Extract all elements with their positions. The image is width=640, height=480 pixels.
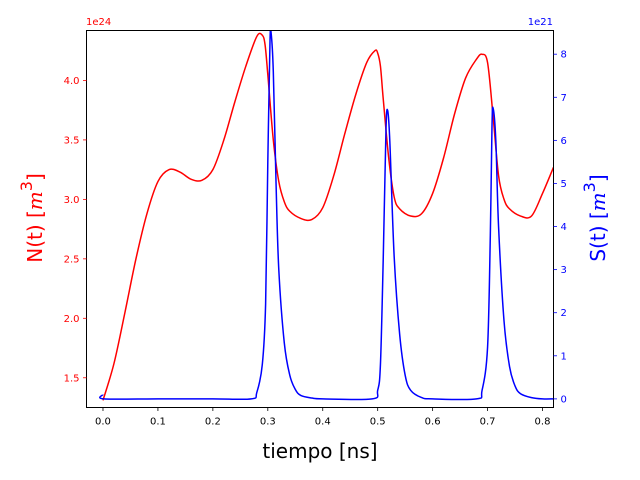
x-tick-label: 0.2	[205, 417, 221, 428]
x-tick-label: 0.3	[260, 417, 276, 428]
x-tick-label: 0.1	[150, 417, 166, 428]
right-tick-label: 0	[561, 394, 567, 405]
right-tick-label: 4	[561, 222, 567, 233]
left-axis-label-unit: m	[23, 191, 47, 210]
left-tick-label: 3.0	[64, 195, 80, 206]
left-tick-label: 2.5	[64, 254, 80, 265]
x-tick-label: 0.5	[370, 417, 386, 428]
left-axis-offset-text: 1e24	[86, 17, 111, 28]
x-tick-label: 0.0	[95, 417, 111, 428]
right-tick-label: 2	[561, 308, 567, 319]
x-axis-label: tiempo [ns]	[262, 439, 377, 463]
plot-lines	[99, 30, 554, 401]
left-tick-label: 4.0	[64, 76, 80, 87]
right-axis-label-unit: m	[586, 192, 610, 211]
right-tick-label: 7	[561, 93, 567, 104]
left-axis-ticks: 1.5 2.0 2.5 3.0 3.5 4.0	[64, 76, 87, 384]
right-axis-ticks: 0 1 2 3 4 5 6 7 8	[553, 50, 567, 405]
left-axis-label-prefix: N(t) [	[23, 210, 47, 263]
right-axis-label: S(t) [m3]	[580, 174, 610, 261]
right-tick-label: 6	[561, 136, 567, 147]
series-line-s	[99, 30, 554, 401]
right-axis-offset-text: 1e21	[528, 17, 553, 28]
right-tick-label: 8	[561, 50, 567, 61]
right-tick-label: 5	[561, 179, 567, 190]
x-tick-label: 0.8	[535, 417, 551, 428]
left-axis-label-suffix: ]	[23, 173, 47, 181]
right-axis-label-suffix: ]	[586, 174, 610, 182]
right-tick-label: 1	[561, 351, 567, 362]
left-tick-label: 1.5	[64, 373, 80, 384]
right-axis-label-exponent: 3	[580, 182, 599, 192]
left-tick-label: 3.5	[64, 135, 80, 146]
right-tick-label: 3	[561, 265, 567, 276]
left-axis-label-exponent: 3	[17, 181, 36, 191]
left-tick-label: 2.0	[64, 314, 80, 325]
x-tick-label: 0.6	[425, 417, 441, 428]
x-axis-ticks: 0.0 0.1 0.2 0.3 0.4 0.5 0.6 0.7 0.8	[95, 407, 551, 428]
x-tick-label: 0.4	[315, 417, 331, 428]
x-tick-label: 0.7	[480, 417, 496, 428]
left-axis-label: N(t) [m3]	[17, 173, 47, 263]
series-line-n	[102, 32, 554, 401]
plot-frame	[86, 30, 554, 408]
right-axis-label-prefix: S(t) [	[586, 211, 610, 261]
